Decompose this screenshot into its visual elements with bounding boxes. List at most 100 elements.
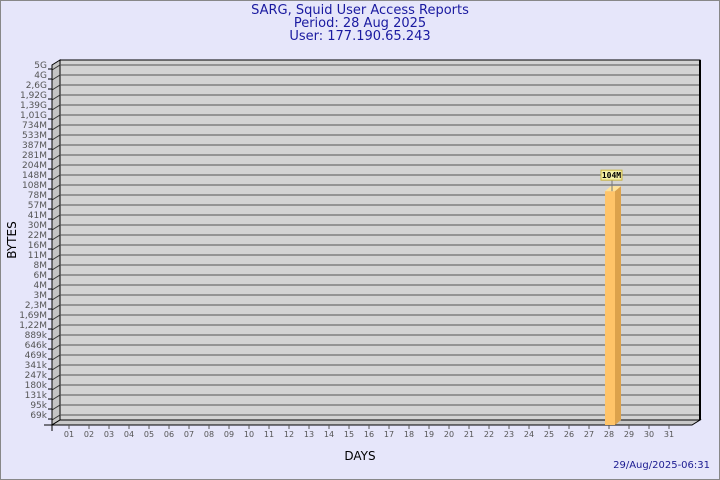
grid-slant — [51, 264, 61, 271]
x-tick-label: 04 — [124, 430, 134, 439]
floor — [50, 419, 702, 426]
y-tick-label: 387M — [22, 141, 47, 151]
x-tick-label: 30 — [644, 430, 654, 439]
y-tick-label: 5G — [34, 61, 47, 71]
y-tick-label: 108M — [22, 181, 47, 191]
grid-slant — [51, 374, 61, 381]
y-tick-label: 4G — [34, 71, 47, 81]
grid-slant — [51, 214, 61, 221]
x-tick-label: 09 — [224, 430, 234, 439]
y-tick-label: 16M — [28, 241, 47, 251]
data-label: 104M — [602, 171, 621, 180]
x-tick-label: 23 — [504, 430, 514, 439]
y-tick-label: 148M — [22, 171, 47, 181]
y-tick-label: 2,3M — [25, 301, 47, 311]
grid-slant — [51, 234, 61, 241]
y-tick-label: 281M — [22, 151, 47, 161]
y-axis-title: BYTES — [5, 221, 19, 258]
grid-slant — [51, 134, 61, 141]
x-tick-label: 26 — [564, 430, 574, 439]
x-tick-label: 08 — [204, 430, 214, 439]
y-tick-label: 341k — [25, 361, 48, 371]
x-tick-label: 10 — [244, 430, 254, 439]
y-tick-label: 1,39G — [20, 101, 47, 111]
grid-slant — [51, 314, 61, 321]
grid-slant — [51, 124, 61, 131]
y-tick-label: 69k — [30, 411, 47, 421]
x-axis-title: DAYS — [344, 449, 375, 463]
grid-slant — [51, 334, 61, 341]
y-tick-label: 1,22M — [19, 321, 47, 331]
y-tick-label: 95k — [30, 401, 47, 411]
grid-slant — [51, 154, 61, 161]
y-tick-label: 78M — [28, 191, 47, 201]
chart-period: Period: 28 Aug 2025 — [293, 16, 427, 31]
grid-slant — [51, 254, 61, 261]
grid-slant — [51, 64, 61, 71]
grid-slant — [51, 84, 61, 91]
y-tick-label: 8M — [34, 261, 48, 271]
y-tick-label: 57M — [28, 201, 47, 211]
x-tick-label: 05 — [144, 430, 154, 439]
chart-title: SARG, Squid User Access Reports — [251, 3, 469, 18]
x-tick-label: 31 — [664, 430, 674, 439]
grid-slant — [51, 204, 61, 211]
y-tick-label: 889k — [25, 331, 48, 341]
y-tick-label: 3M — [34, 291, 48, 301]
bar-top — [605, 186, 621, 192]
grid-slant — [51, 224, 61, 231]
x-tick-label: 16 — [364, 430, 374, 439]
x-tick-label: 28 — [604, 430, 614, 439]
y-tick-label: 11M — [28, 251, 47, 261]
y-tick-label: 1,69M — [19, 311, 47, 321]
y-tick-label: 646k — [25, 341, 48, 351]
grid-slant — [51, 294, 61, 301]
y-tick-label: 204M — [22, 161, 47, 171]
x-tick-label: 11 — [264, 430, 274, 439]
left-wall — [51, 59, 61, 426]
y-tick-label: 22M — [28, 231, 47, 241]
grid-slant — [51, 94, 61, 101]
grid-slant — [51, 244, 61, 251]
grid-slant — [51, 104, 61, 111]
y-tick-label: 2,6G — [26, 81, 47, 91]
grid-slant — [51, 354, 61, 361]
grid-slant — [51, 194, 61, 201]
y-tick-label: 533M — [22, 131, 47, 141]
back-wall — [59, 59, 701, 421]
y-tick-label: 4M — [34, 281, 48, 291]
grid-slant — [51, 394, 61, 401]
x-tick-label: 15 — [344, 430, 354, 439]
x-tick-label: 25 — [544, 430, 554, 439]
y-tick-label: 6M — [34, 271, 48, 281]
x-tick-label: 03 — [104, 430, 114, 439]
x-tick-label: 06 — [164, 430, 174, 439]
grid-slant — [51, 174, 61, 181]
grid-slant — [51, 384, 61, 391]
x-tick-label: 21 — [464, 430, 474, 439]
x-tick-label: 14 — [324, 430, 334, 439]
generated-timestamp: 29/Aug/2025-06:31 — [613, 460, 710, 471]
x-tick-label: 13 — [304, 430, 314, 439]
y-tick-label: 1,92G — [20, 91, 47, 101]
grid-slant — [51, 274, 61, 281]
x-tick-label: 12 — [284, 430, 294, 439]
y-tick-label: 131k — [25, 391, 48, 401]
y-tick-label: 247k — [25, 371, 48, 381]
grid-slant — [51, 74, 61, 81]
x-tick-label: 17 — [384, 430, 394, 439]
bar-side — [615, 186, 621, 425]
grid-slant — [51, 324, 61, 331]
x-tick-label: 01 — [64, 430, 74, 439]
grid-slant — [51, 184, 61, 191]
grid-slant — [51, 364, 61, 371]
bar-front — [605, 191, 615, 425]
x-tick-label: 18 — [404, 430, 414, 439]
y-tick-label: 1,01G — [20, 111, 47, 121]
x-tick-label: 02 — [84, 430, 94, 439]
grid-slant — [51, 304, 61, 311]
chart-user: User: 177.190.65.243 — [289, 29, 431, 44]
x-tick-label: 20 — [444, 430, 454, 439]
x-tick-label: 07 — [184, 430, 194, 439]
